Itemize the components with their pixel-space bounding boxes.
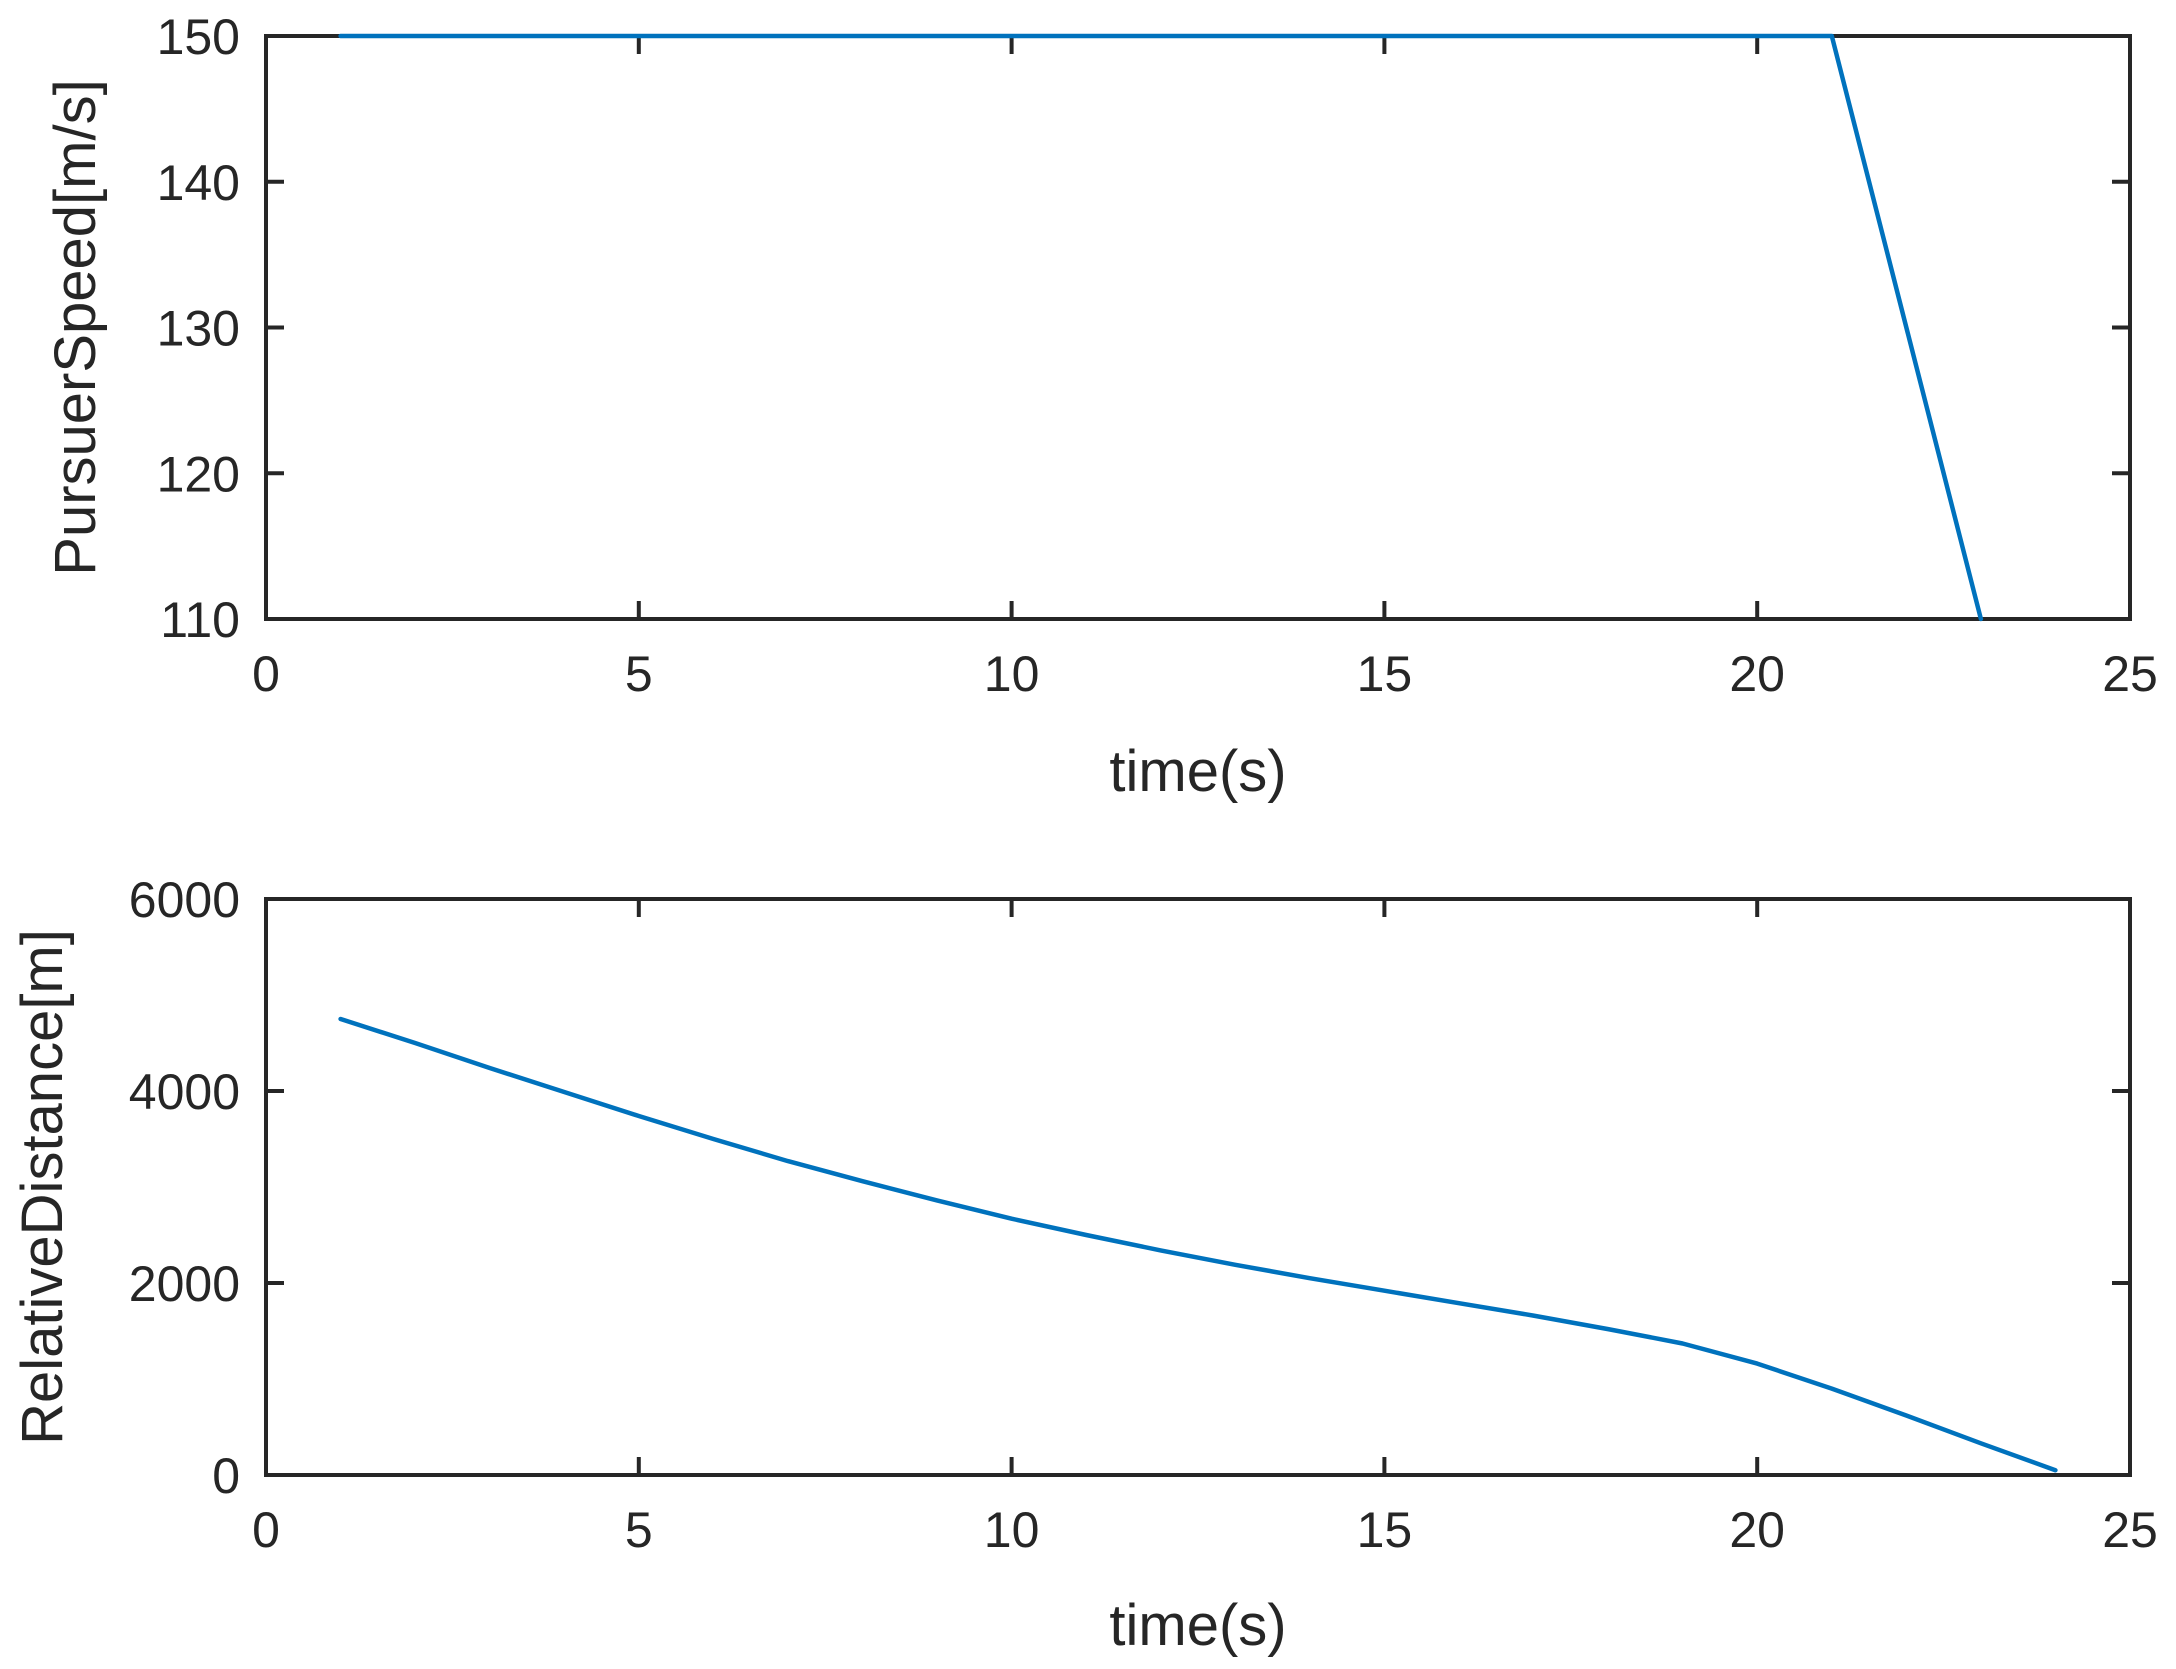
y-tick-label: 150 (157, 9, 240, 65)
y-tick-label: 130 (157, 301, 240, 357)
series-line (338, 33, 1984, 622)
x-axis-label: time(s) (1109, 1593, 1286, 1658)
speed-plot: 0 5 10 15 20 25 110 120 130 140 150 time(s) PursuerS… (43, 9, 2158, 804)
y-tick-label: 120 (157, 446, 240, 502)
x-tick-label: 10 (984, 646, 1040, 702)
distance-plot: 0 5 10 15 20 25 0 2000 4000 6000 time(s) RelativeDi… (10, 872, 2158, 1658)
y-tick-label: 4000 (129, 1064, 240, 1120)
x-tick-label: 5 (625, 1502, 653, 1558)
x-tick-label: 20 (1729, 646, 1785, 702)
x-tick-label: 10 (984, 1502, 1040, 1558)
x-tick-label: 0 (252, 646, 280, 702)
x-tick-label: 25 (2102, 1502, 2158, 1558)
axes-box (264, 897, 2132, 1477)
x-tick-label: 5 (625, 646, 653, 702)
x-tick-label: 15 (1357, 1502, 1413, 1558)
y-tick-label: 0 (212, 1448, 240, 1504)
y-axis-label: PursuerSpeed[m/s] (43, 79, 108, 575)
y-tick-label: 6000 (129, 872, 240, 928)
y-tick-label: 110 (160, 592, 240, 648)
x-tick-label: 0 (252, 1502, 280, 1558)
x-axis-label: time(s) (1109, 739, 1286, 804)
x-tick-label: 15 (1357, 646, 1413, 702)
y-axis-label: RelativeDistance[m] (10, 929, 75, 1445)
y-tick-label: 2000 (129, 1256, 240, 1312)
x-tick-label: 20 (1729, 1502, 1785, 1558)
x-tick-label: 25 (2102, 646, 2158, 702)
y-tick-label: 140 (157, 155, 240, 211)
axes-box (264, 34, 2132, 621)
series-line (338, 1016, 2058, 1473)
